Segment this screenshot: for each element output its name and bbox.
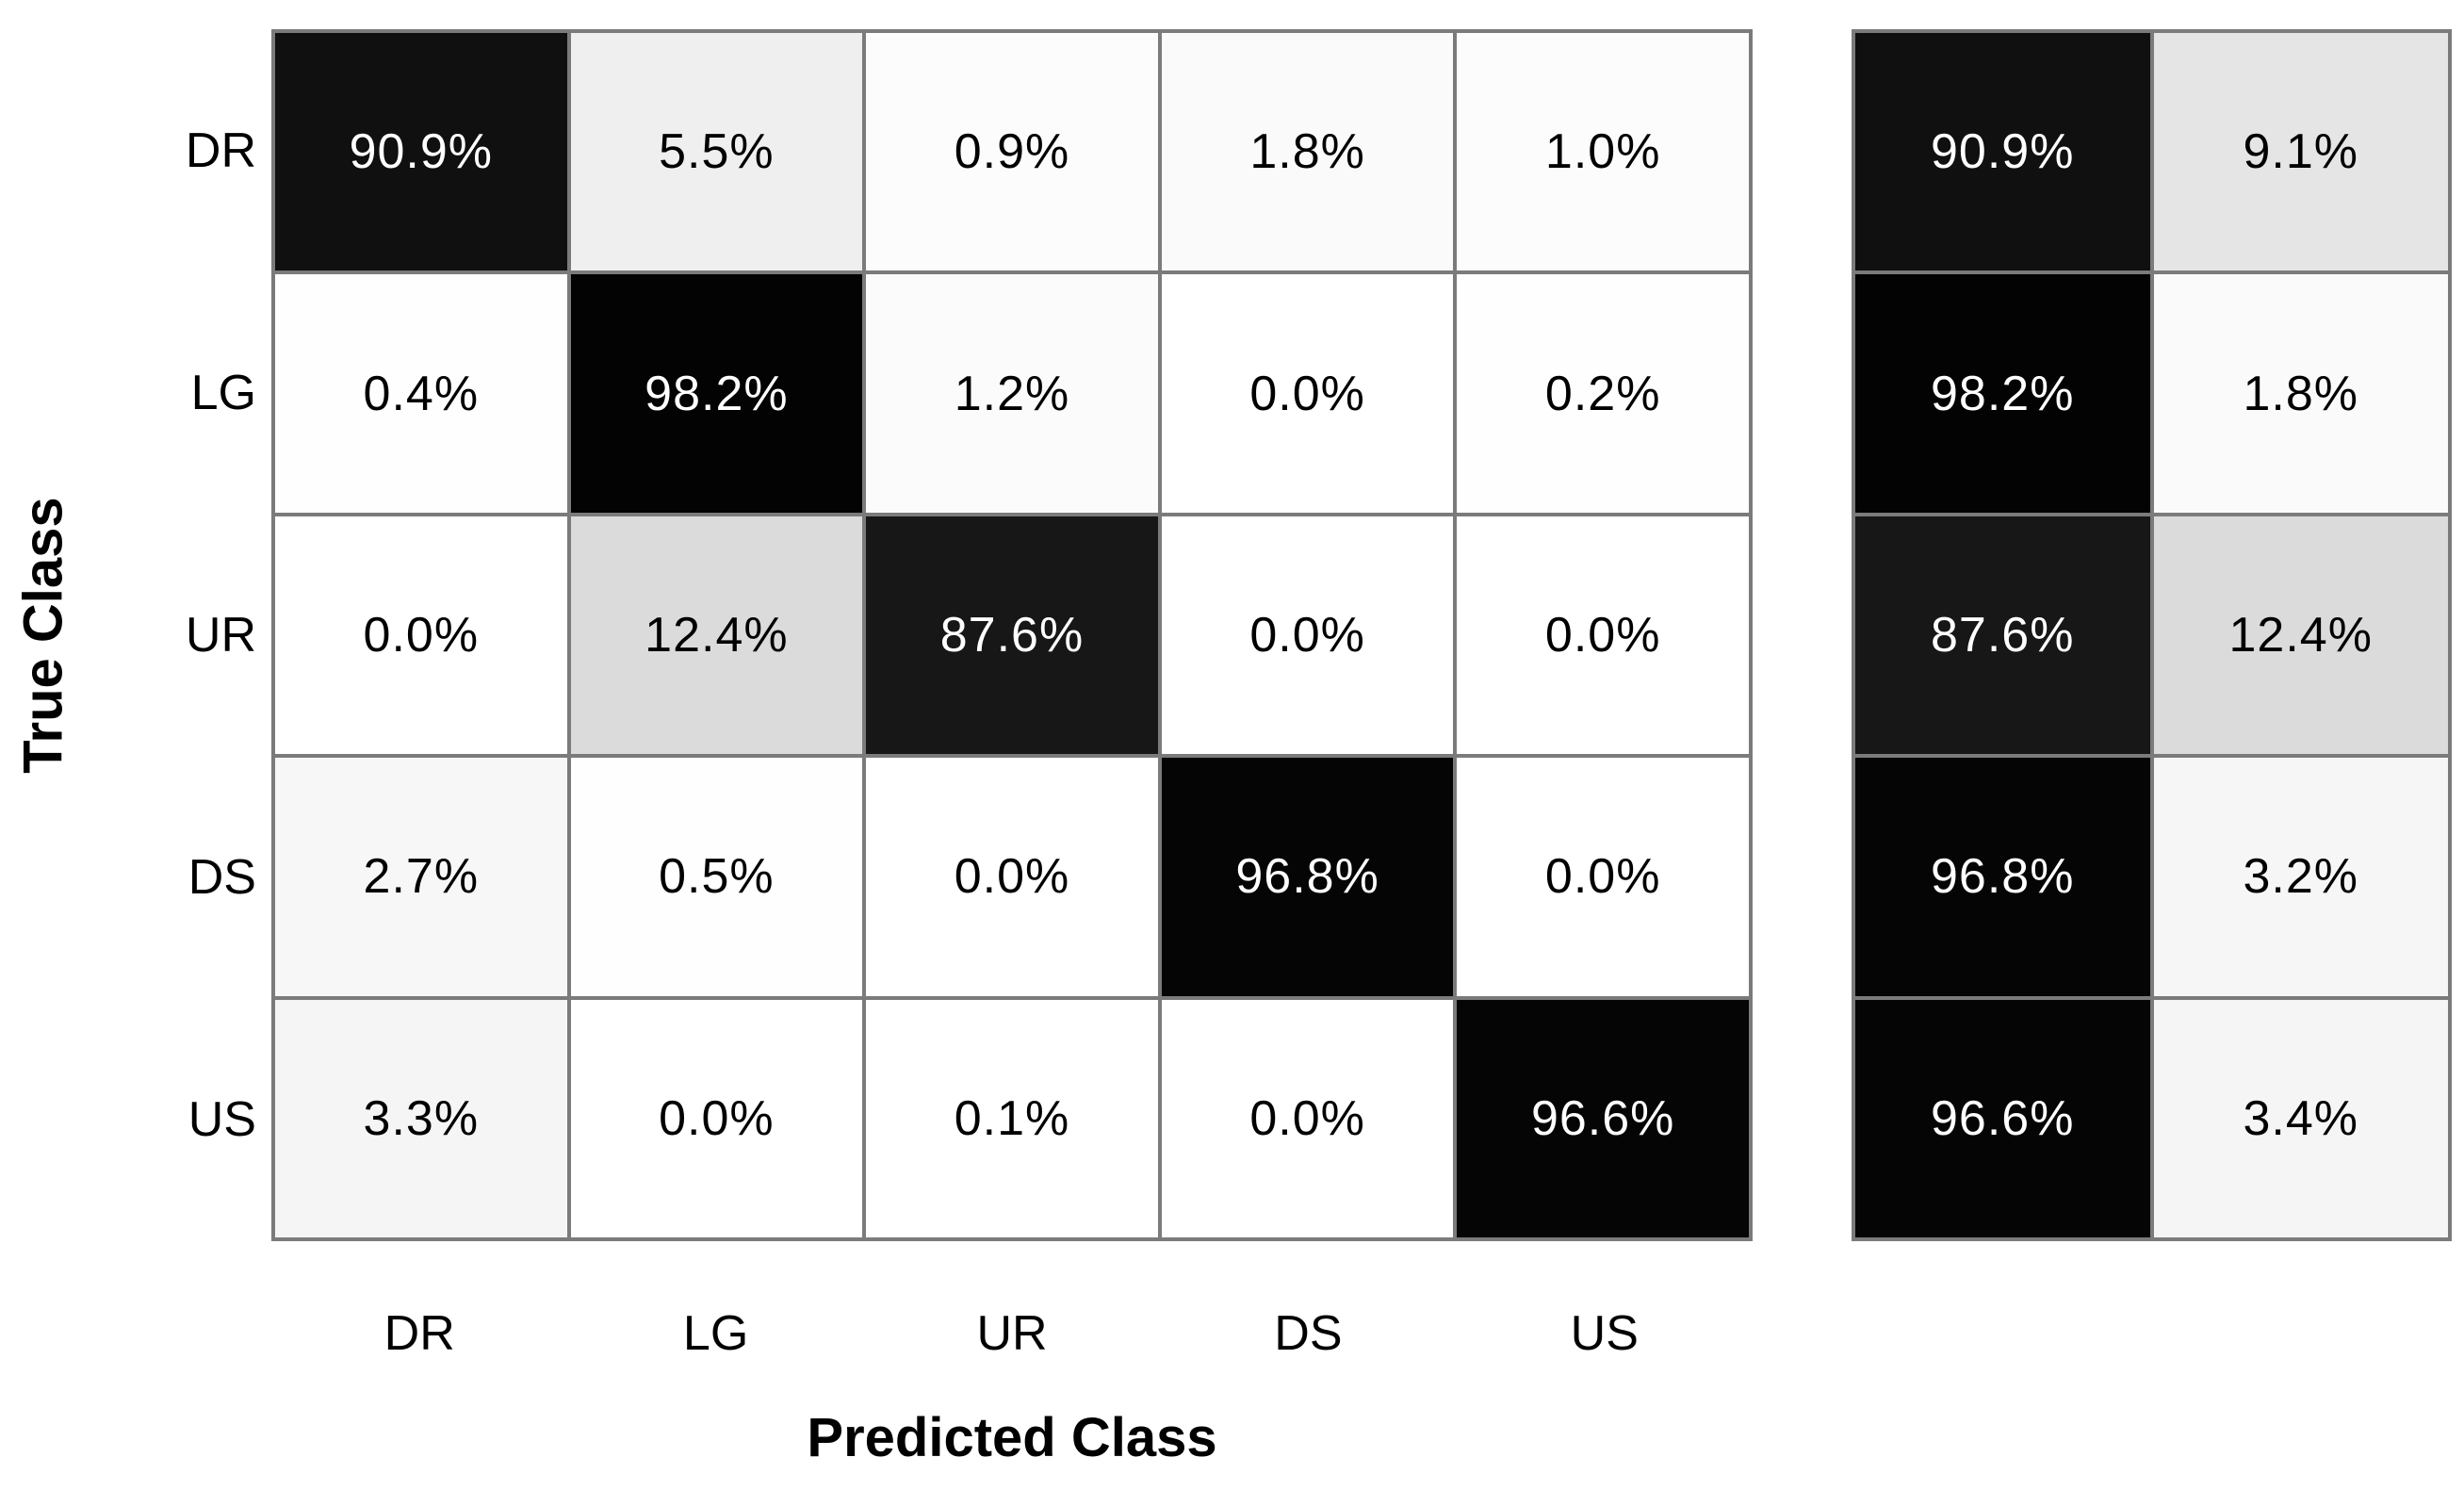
summary-tpr-cell: 90.9% — [1855, 33, 2150, 271]
column-label-lg: LG — [682, 1306, 749, 1361]
matrix-cell: 0.5% — [570, 758, 863, 996]
column-label-us: US — [1570, 1306, 1639, 1361]
matrix-cell: 0.4% — [275, 274, 567, 513]
matrix-cell: 0.0% — [866, 758, 1158, 996]
matrix-cell: 1.8% — [1161, 33, 1454, 271]
summary-fnr-cell: 3.4% — [2153, 999, 2448, 1237]
matrix-cell: 98.2% — [570, 274, 863, 513]
matrix-cell: 96.6% — [1457, 999, 1749, 1237]
matrix-cell: 0.1% — [866, 999, 1158, 1237]
column-label-ur: UR — [976, 1306, 1048, 1361]
summary-fnr-cell: 12.4% — [2153, 516, 2448, 755]
column-label-ds: DS — [1274, 1306, 1343, 1361]
row-label-lg: LG — [190, 365, 256, 420]
summary-tpr-cell: 96.8% — [1855, 758, 2150, 996]
row-label-ds: DS — [188, 850, 256, 906]
summary-fnr-cell: 3.2% — [2153, 758, 2448, 996]
matrix-cell: 0.0% — [1161, 516, 1454, 755]
matrix-cell: 5.5% — [570, 33, 863, 271]
summary-tpr-cell: 96.6% — [1855, 999, 2150, 1237]
summary-fnr-cell: 1.8% — [2153, 274, 2448, 513]
matrix-cell: 87.6% — [866, 516, 1158, 755]
matrix-cell: 0.0% — [1161, 999, 1454, 1237]
matrix-cell: 1.2% — [866, 274, 1158, 513]
column-tick-labels: DR LG UR DS US — [271, 1293, 1753, 1374]
matrix-cell: 12.4% — [570, 516, 863, 755]
row-tick-labels: DR LG UR DS US — [49, 29, 256, 1241]
row-label-ur: UR — [185, 607, 256, 663]
summary-fnr-cell: 9.1% — [2153, 33, 2448, 271]
matrix-cell: 0.0% — [275, 516, 567, 755]
matrix-cell: 96.8% — [1161, 758, 1454, 996]
matrix-cell: 90.9% — [275, 33, 567, 271]
matrix-cell: 0.0% — [1457, 758, 1749, 996]
matrix-cell: 2.7% — [275, 758, 567, 996]
x-axis-title: Predicted Class — [807, 1407, 1217, 1468]
confusion-matrix-grid: 90.9% 5.5% 0.9% 1.8% 1.0% 0.4% 98.2% 1.2% 0.0% 0.… — [271, 29, 1753, 1241]
matrix-cell: 3.3% — [275, 999, 567, 1237]
column-label-dr: DR — [383, 1306, 455, 1361]
row-summary-grid: 90.9% 9.1% 98.2% 1.8% 87.6% 12.4% 96.8% 3.2% 96.… — [1852, 29, 2452, 1241]
summary-tpr-cell: 87.6% — [1855, 516, 2150, 755]
matrix-cell: 0.2% — [1457, 274, 1749, 513]
matrix-cell: 0.0% — [1457, 516, 1749, 755]
matrix-cell: 0.0% — [570, 999, 863, 1237]
matrix-cell: 0.0% — [1161, 274, 1454, 513]
matrix-cell: 0.9% — [866, 33, 1158, 271]
row-label-us: US — [188, 1092, 256, 1148]
summary-tpr-cell: 98.2% — [1855, 274, 2150, 513]
matrix-cell: 1.0% — [1457, 33, 1749, 271]
row-label-dr: DR — [185, 123, 256, 178]
